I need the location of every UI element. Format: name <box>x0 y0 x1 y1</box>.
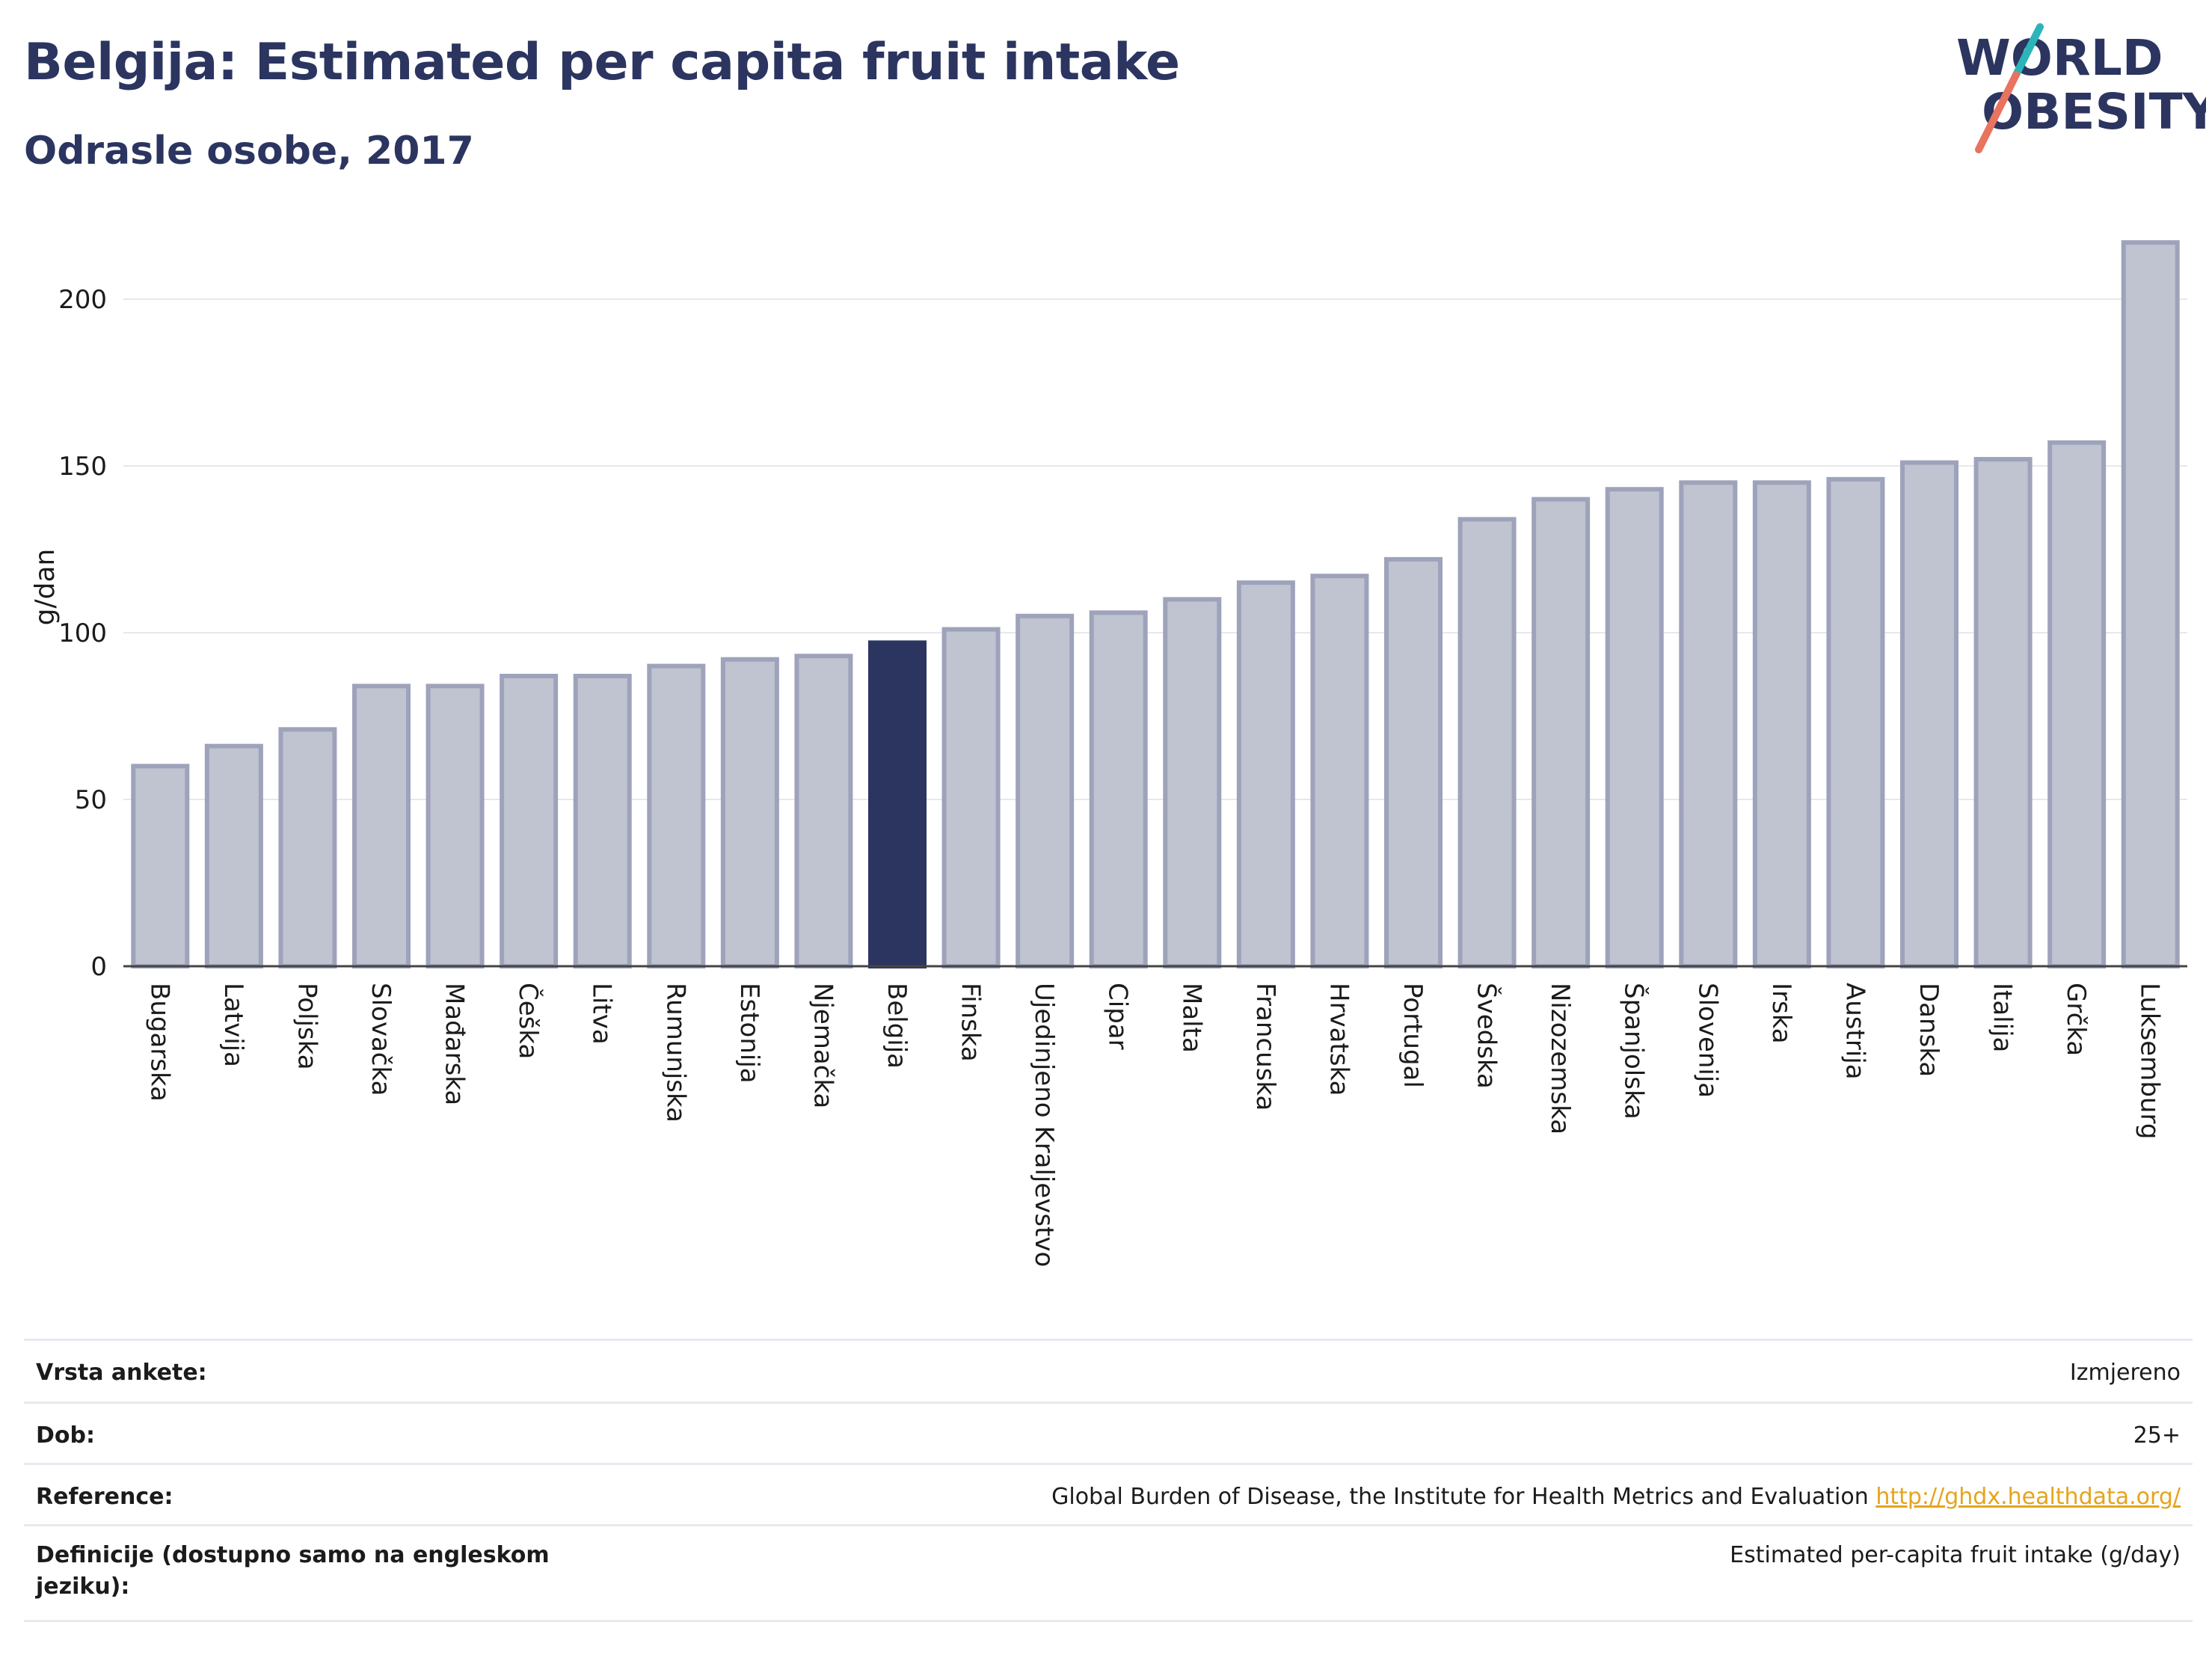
info-row: Definicije (dostupno samo na engleskom j… <box>24 1524 2193 1622</box>
logo-line-1: WORLD <box>1956 29 2163 87</box>
x-tick-label: Estonija <box>734 983 764 1084</box>
page-subtitle: Odrasle osobe, 2017 <box>24 129 474 174</box>
bar-poljska[interactable] <box>278 727 337 969</box>
y-tick-label: 0 <box>90 952 107 982</box>
info-value: Estimated per-capita fruit intake (g/day… <box>1730 1542 2181 1568</box>
y-axis-label: g/dan <box>30 549 61 626</box>
x-tick-label: Švedska <box>1472 983 1502 1089</box>
world-obesity-logo: WORLD OBESITY <box>1956 23 2206 153</box>
y-tick-label: 150 <box>58 452 107 482</box>
x-tick-label: Finska <box>956 983 986 1062</box>
info-value: Izmjereno <box>2069 1360 2181 1386</box>
bar-litva[interactable] <box>573 673 632 968</box>
reference-link[interactable]: http://ghdx.healthdata.org/ <box>1875 1484 2181 1510</box>
bar-mađarska[interactable] <box>425 684 485 968</box>
info-table-bottom-border <box>24 1620 2193 1622</box>
bar-italija[interactable] <box>1973 457 2033 968</box>
x-tick-label: Rumunjska <box>660 983 690 1123</box>
x-tick-label: Danska <box>1914 983 1944 1077</box>
x-tick-label: Irska <box>1766 983 1796 1044</box>
bar-luksemburg[interactable] <box>2121 240 2180 968</box>
info-row: Reference: Global Burden of Disease, the … <box>24 1463 2193 1526</box>
logo-line-2: OBESITY <box>1982 83 2206 141</box>
x-tick-label: Belgija <box>882 983 912 1069</box>
axes: 0 50 100 150 200 Bugarska Latvija Poljska Slovač… <box>58 285 2187 1267</box>
x-tick-label: Austrija <box>1840 983 1870 1080</box>
x-tick-label: Latvija <box>218 983 248 1067</box>
bar-slovenija[interactable] <box>1679 480 1738 968</box>
x-tick-label: Nizozemska <box>1545 983 1575 1134</box>
bar-bugarska[interactable] <box>131 764 190 969</box>
info-label: Definicije (dostupno samo na engleskom j… <box>36 1542 550 1600</box>
x-tick-label: Češka <box>513 983 544 1059</box>
bar-slovačka[interactable] <box>352 684 411 968</box>
info-value: 25+ <box>2133 1422 2181 1449</box>
y-tick-label: 100 <box>58 618 107 648</box>
info-row: Dob: 25+ <box>24 1401 2193 1465</box>
x-tick-label: Hrvatska <box>1324 983 1354 1096</box>
bar-nizozemska[interactable] <box>1531 497 1591 968</box>
x-tick-label: Španjolska <box>1619 983 1650 1120</box>
info-label: Reference: <box>36 1484 173 1510</box>
info-row: Vrsta ankete: Izmjereno <box>24 1339 2193 1404</box>
x-tick-label: Francuska <box>1250 983 1280 1111</box>
bar-finska[interactable] <box>941 627 1001 968</box>
bar-grčka[interactable] <box>2047 440 2107 968</box>
x-tick-label: Poljska <box>292 983 322 1070</box>
x-tick-label: Italija <box>1988 983 2018 1052</box>
bar-češka[interactable] <box>500 673 559 968</box>
bar-francuska[interactable] <box>1236 580 1295 968</box>
x-tick-label: Slovačka <box>366 983 396 1096</box>
x-tick-label: Portugal <box>1398 983 1428 1088</box>
bar-latvija[interactable] <box>204 743 263 968</box>
info-label: Dob: <box>36 1422 95 1449</box>
bar-cipar[interactable] <box>1089 610 1148 968</box>
x-tick-label: Mađarska <box>440 983 470 1105</box>
x-tick-label: Malta <box>1176 983 1206 1053</box>
x-tick-label: Luksemburg <box>2135 983 2165 1139</box>
bar-danska[interactable] <box>1900 460 1958 968</box>
logo-slash-teal <box>2012 23 2044 79</box>
bar-ujedinjeno-kraljevstvo[interactable] <box>1016 613 1075 968</box>
bars <box>131 240 2180 969</box>
bar-austrija[interactable] <box>1826 476 1885 968</box>
y-tick-label: 50 <box>75 785 107 815</box>
info-label: Vrsta ankete: <box>36 1360 207 1386</box>
bar-chart: 0 50 100 150 200 Bugarska Latvija Poljska Slovač… <box>30 240 2187 1267</box>
logo-slash-coral <box>1975 71 2020 153</box>
x-tick-label: Njemačka <box>808 983 838 1108</box>
x-tick-label: Cipar <box>1103 983 1133 1050</box>
bar-irska[interactable] <box>1752 480 1811 968</box>
bar-hrvatska[interactable] <box>1310 574 1369 968</box>
x-tick-label: Bugarska <box>144 983 174 1102</box>
y-tick-label: 200 <box>58 285 107 315</box>
bar-rumunjska[interactable] <box>647 663 706 968</box>
bar-malta[interactable] <box>1163 597 1222 969</box>
bar-portugal[interactable] <box>1384 556 1443 968</box>
x-tick-label: Slovenija <box>1692 983 1722 1098</box>
x-tick-label: Litva <box>587 983 617 1045</box>
x-tick-label: Ujedinjeno Kraljevstvo <box>1029 983 1059 1267</box>
bar-španjolska[interactable] <box>1605 487 1664 968</box>
info-value: Global Burden of Disease, the Institute … <box>1051 1484 2181 1510</box>
bar-belgija[interactable] <box>868 640 927 968</box>
bar-estonija[interactable] <box>720 657 779 968</box>
bar-njemačka[interactable] <box>794 654 853 968</box>
bar-švedska[interactable] <box>1457 517 1517 968</box>
page-title: Belgija: Estimated per capita fruit inta… <box>24 33 1180 92</box>
x-tick-label: Grčka <box>2061 983 2091 1056</box>
